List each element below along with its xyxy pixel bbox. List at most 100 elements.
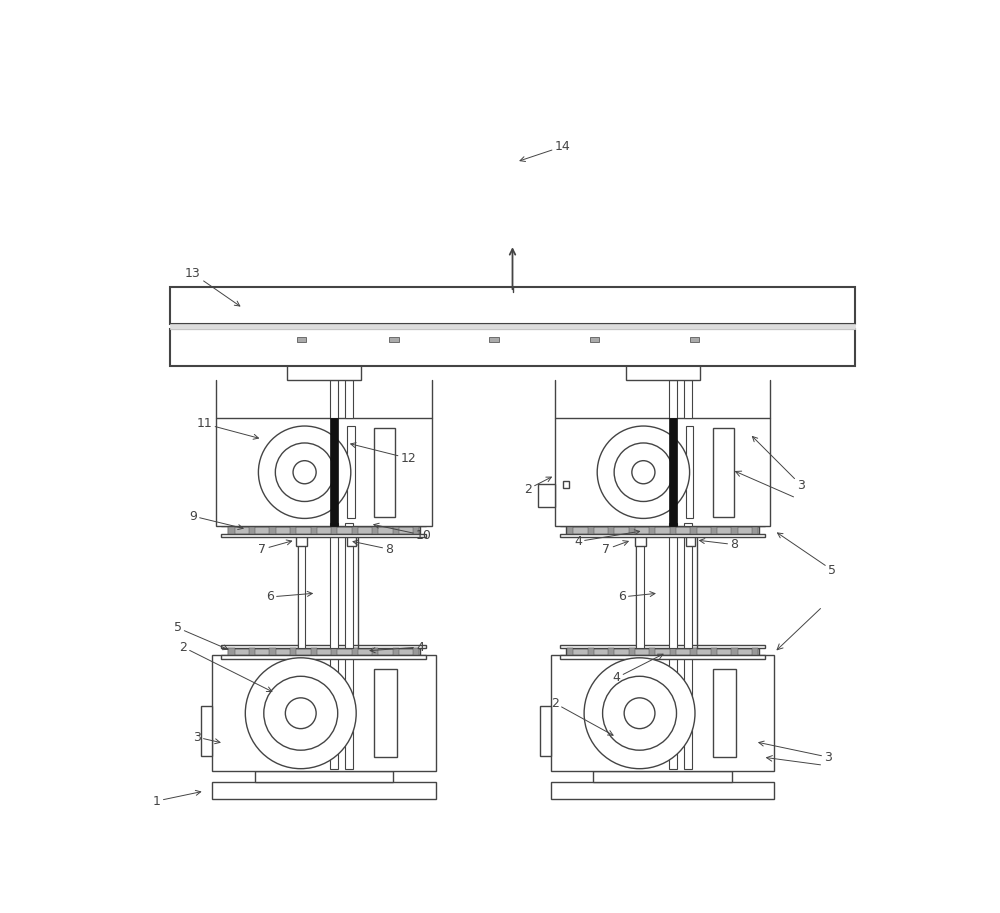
Circle shape: [584, 657, 695, 769]
Bar: [330, 534, 338, 648]
Bar: [374, 427, 395, 517]
Bar: [669, 523, 677, 526]
Bar: [201, 706, 212, 756]
Bar: [374, 669, 397, 757]
Bar: [228, 648, 235, 656]
Bar: [347, 426, 355, 519]
Bar: [290, 648, 296, 656]
Bar: [330, 523, 338, 526]
Bar: [560, 656, 765, 658]
Bar: [331, 526, 337, 534]
Bar: [551, 782, 774, 799]
Bar: [296, 534, 307, 546]
Circle shape: [245, 657, 356, 769]
Text: 4: 4: [370, 641, 424, 654]
Text: 12: 12: [351, 443, 416, 465]
Bar: [216, 418, 432, 526]
Text: 4: 4: [613, 654, 663, 685]
Bar: [555, 418, 770, 526]
Bar: [752, 648, 758, 656]
Bar: [752, 526, 758, 534]
Bar: [684, 380, 692, 418]
Circle shape: [632, 461, 655, 484]
Bar: [711, 648, 717, 656]
Circle shape: [285, 698, 316, 729]
Bar: [684, 648, 692, 770]
Bar: [635, 534, 646, 546]
Text: 10: 10: [374, 523, 432, 542]
Bar: [538, 484, 555, 507]
Bar: [297, 337, 306, 342]
Circle shape: [293, 461, 316, 484]
Text: 11: 11: [197, 417, 259, 439]
Text: 8: 8: [700, 538, 738, 551]
Bar: [551, 656, 774, 771]
Bar: [686, 426, 693, 519]
Bar: [567, 526, 573, 534]
Bar: [345, 380, 353, 418]
Bar: [221, 656, 426, 658]
Bar: [393, 526, 399, 534]
Text: 14: 14: [520, 140, 570, 162]
Text: 3: 3: [752, 436, 805, 492]
Bar: [629, 648, 635, 656]
Text: 6: 6: [618, 591, 655, 603]
Bar: [170, 329, 855, 366]
Text: 6: 6: [266, 591, 312, 603]
Bar: [567, 648, 573, 656]
Bar: [629, 526, 635, 534]
Bar: [593, 771, 732, 782]
Circle shape: [624, 698, 655, 729]
Bar: [413, 526, 419, 534]
Bar: [690, 337, 699, 342]
Circle shape: [264, 677, 338, 750]
Bar: [686, 534, 695, 546]
Bar: [649, 648, 655, 656]
Bar: [331, 648, 337, 656]
Bar: [608, 648, 614, 656]
Bar: [711, 526, 717, 534]
Text: 2: 2: [179, 641, 272, 691]
Text: 1: 1: [153, 791, 201, 807]
Bar: [311, 526, 317, 534]
Bar: [347, 534, 356, 546]
Circle shape: [603, 677, 677, 750]
Bar: [372, 526, 378, 534]
Bar: [372, 648, 378, 656]
Bar: [290, 526, 296, 534]
Text: 4: 4: [574, 530, 640, 548]
Bar: [345, 648, 353, 770]
Bar: [170, 324, 855, 329]
Circle shape: [597, 426, 690, 519]
Bar: [560, 645, 765, 648]
Bar: [731, 648, 738, 656]
Bar: [590, 337, 599, 342]
Bar: [670, 526, 676, 534]
Text: 5: 5: [777, 533, 836, 576]
Bar: [626, 364, 700, 380]
Bar: [636, 534, 644, 648]
Bar: [269, 648, 276, 656]
Bar: [352, 526, 358, 534]
Bar: [228, 526, 235, 534]
Bar: [588, 526, 594, 534]
Circle shape: [258, 426, 351, 519]
Bar: [311, 648, 317, 656]
Bar: [669, 380, 677, 418]
Bar: [489, 337, 499, 342]
Text: 3: 3: [193, 730, 220, 744]
Bar: [228, 526, 420, 534]
Bar: [221, 523, 426, 526]
Bar: [330, 380, 338, 418]
Text: 13: 13: [185, 268, 240, 306]
Bar: [566, 648, 759, 656]
Bar: [560, 534, 765, 537]
Bar: [563, 481, 569, 488]
Bar: [540, 706, 551, 756]
Circle shape: [614, 443, 673, 501]
Bar: [669, 418, 677, 526]
Bar: [669, 648, 677, 770]
Text: 2: 2: [551, 697, 613, 735]
Bar: [345, 534, 353, 648]
Bar: [170, 288, 855, 324]
